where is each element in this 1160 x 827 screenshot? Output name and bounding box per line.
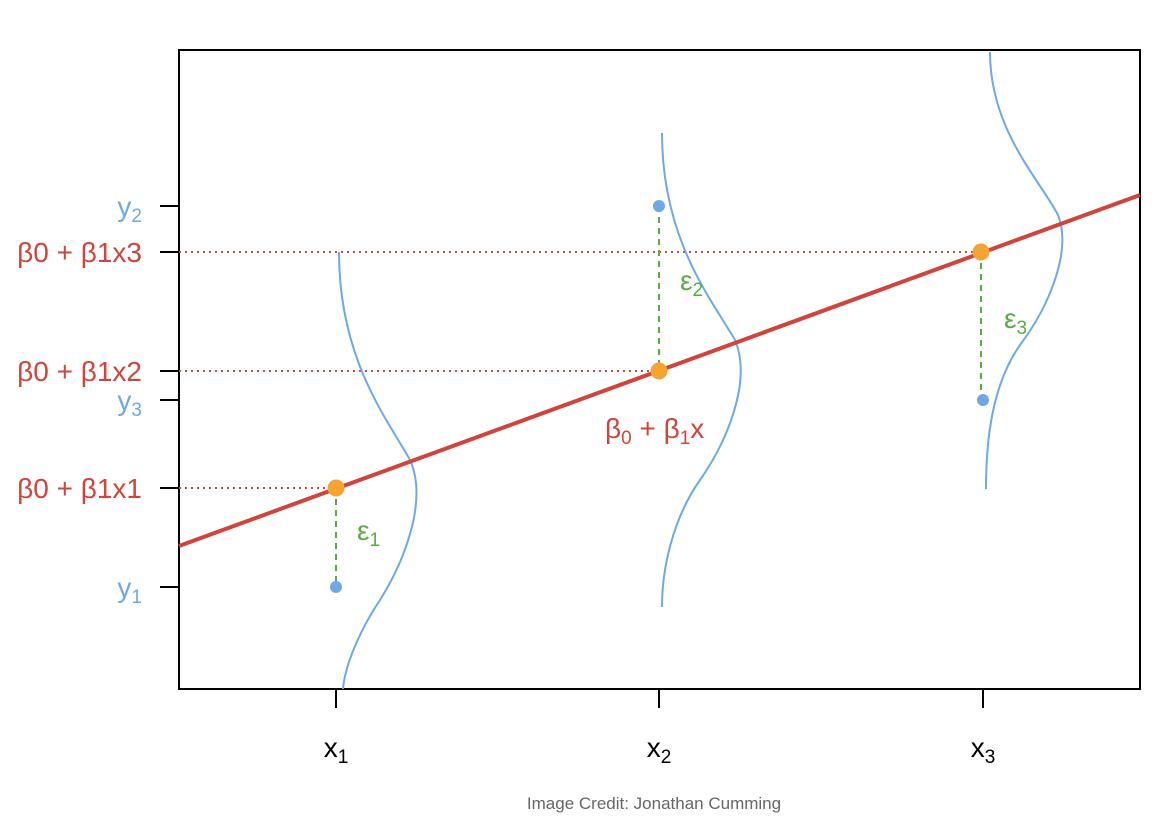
y-tick-label-fitted-3: β0 + β1x3 (17, 237, 142, 268)
fitted-point-1 (327, 479, 345, 497)
y-tick-label-fitted-1: β0 + β1x1 (17, 473, 142, 504)
error-label-1: ε1 (357, 515, 380, 551)
x-axis-ticks (335, 689, 984, 708)
fitted-point-3 (972, 243, 990, 261)
y-axis-ticks (160, 205, 179, 588)
distribution-curve-3 (985, 51, 1064, 490)
error-label-2: ε2 (680, 265, 703, 301)
observation-point-1 (330, 581, 342, 593)
observation-point-3 (977, 394, 989, 406)
x-tick-label-1: x1 (324, 732, 349, 768)
image-credit: Image Credit: Jonathan Cumming (527, 794, 781, 813)
distribution-curve-1 (338, 251, 418, 690)
x-tick-label-3: x3 (971, 732, 996, 768)
y-tick-label-fitted-2: β0 + β1x2 (17, 356, 142, 387)
error-label-3: ε3 (1004, 303, 1027, 339)
y-tick-label-y3: y3 (117, 385, 142, 421)
regression-line-label: β0 + β1x (605, 413, 704, 449)
x-tick-label-2: x2 (647, 732, 672, 768)
fitted-point-2 (650, 362, 668, 380)
observation-point-2 (653, 200, 665, 212)
distribution-curve-2 (661, 132, 742, 608)
y-tick-label-y1: y1 (117, 572, 142, 608)
y-tick-label-y2: y2 (117, 191, 142, 227)
